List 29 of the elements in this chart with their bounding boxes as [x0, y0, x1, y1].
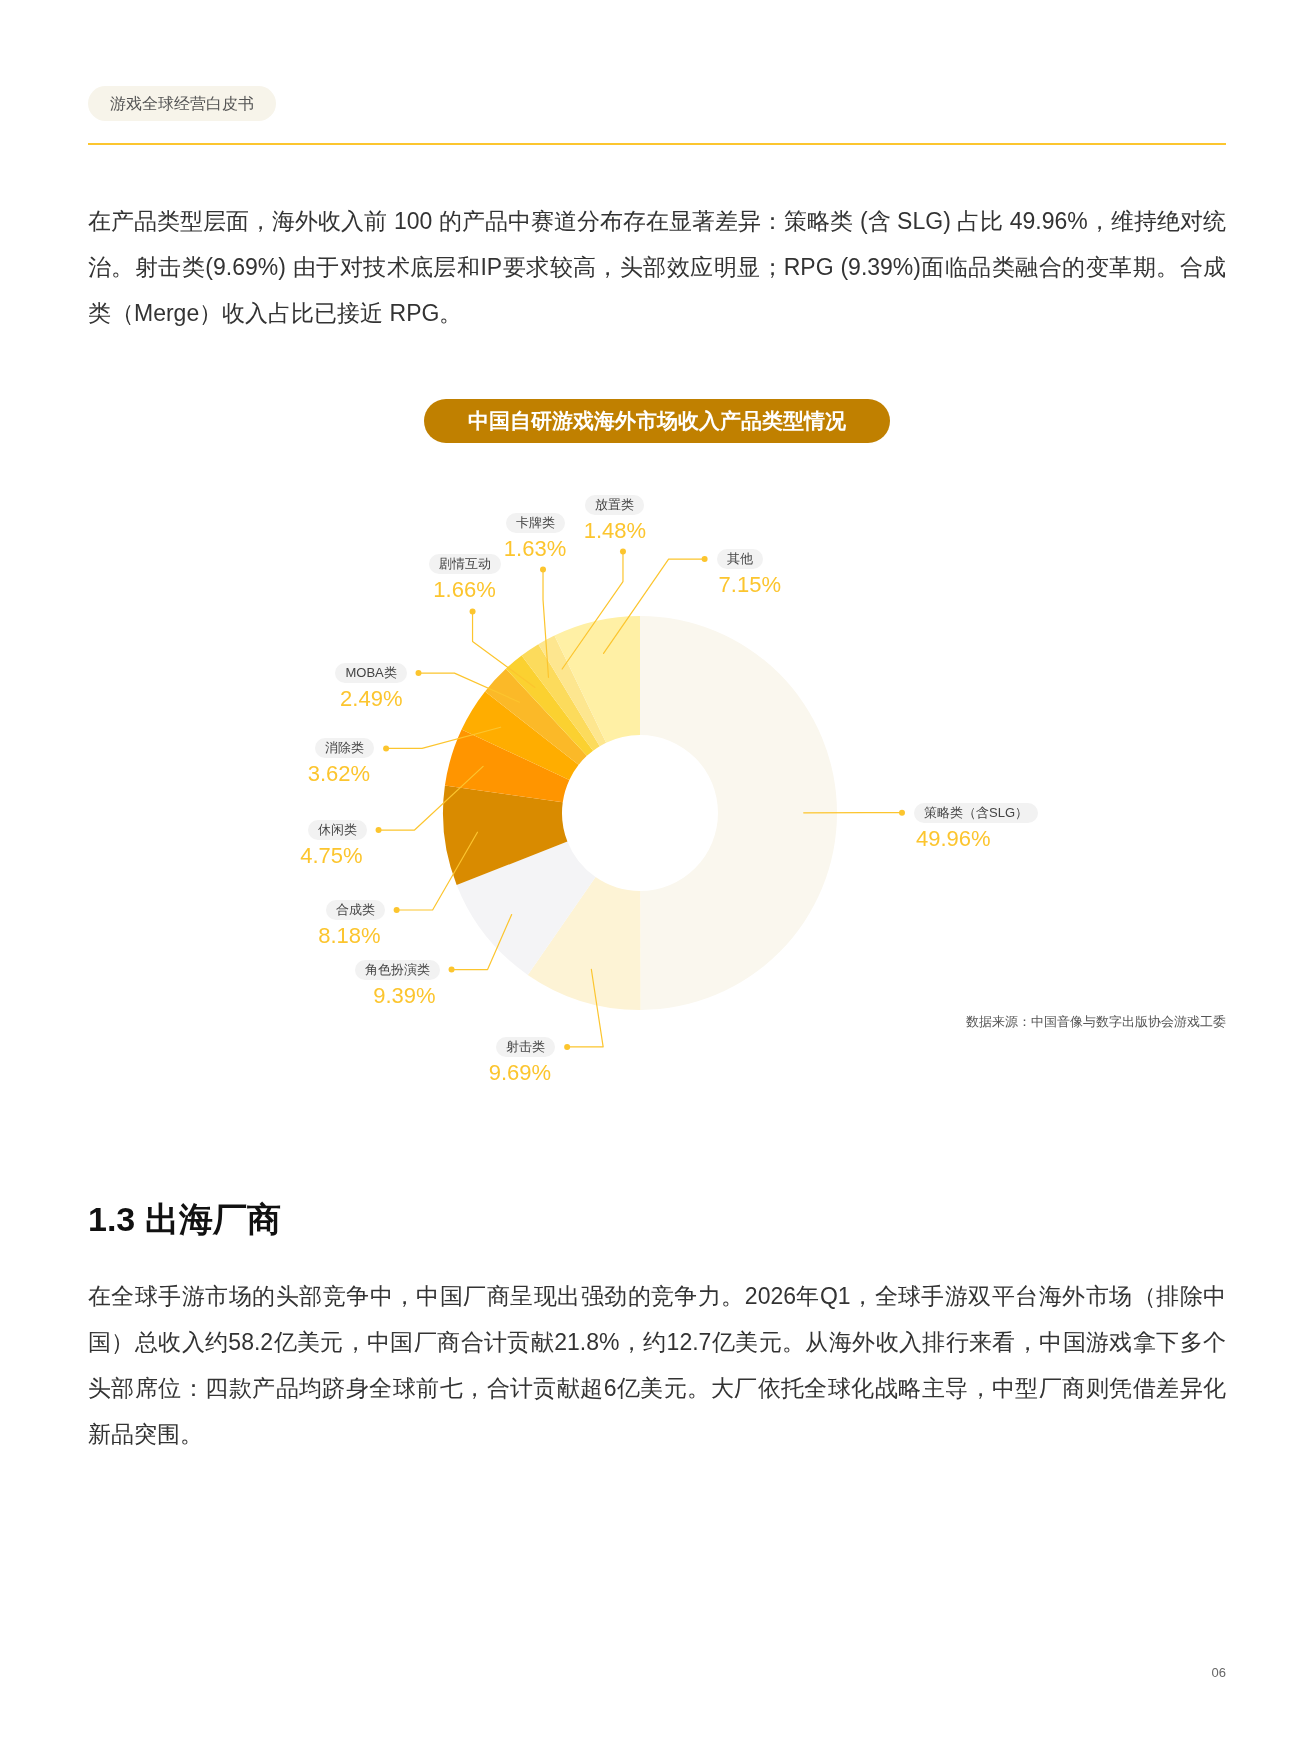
- data-label: 2.49%: [340, 686, 403, 712]
- slice-label: 放置类: [585, 494, 645, 515]
- data-label: 9.69%: [488, 1059, 552, 1085]
- slice-label: 角色扮演类: [354, 959, 440, 980]
- slice-label: 射击类: [496, 1036, 556, 1057]
- data-label: 3.62%: [307, 761, 371, 787]
- paragraph: 在全球手游市场的头部竞争中，中国厂商呈现出强劲的竞争力。2026年Q1，全球手游双平台海外市场（排除中国）总收入约58.2亿美元，中国厂商合计贡献21.8%，约12.7亿美元。从海外收入排行来看，中国游戏拿下多个头部席位：四款产品均跻身全球前七，合计贡献超6亿美元。大厂依托全球化战略主导，中型厂商则凭借差异化新品突围。: [88, 1282, 1226, 1449]
- slice-label: MOBA类: [335, 663, 407, 684]
- data-label: 1.48%: [583, 517, 647, 543]
- data-label: 9.39%: [373, 982, 436, 1008]
- page-number: 06: [1211, 1664, 1226, 1682]
- slice-label: 其他: [716, 549, 763, 570]
- source-note: 数据来源：中国音像与数字出版协会游戏工委: [966, 1013, 1226, 1031]
- data-label: 4.75%: [300, 843, 363, 869]
- chart-title: 中国自研游戏海外市场收入产品类型情况: [424, 399, 890, 443]
- section-heading: 1.3 出海厂商: [88, 1199, 281, 1240]
- data-label: 1.66%: [433, 577, 496, 603]
- header-tag: 游戏全球经营白皮书: [88, 86, 276, 121]
- slice-label: 消除类: [315, 738, 375, 759]
- data-label: 7.15%: [718, 572, 781, 598]
- data-label: 1.63%: [503, 535, 567, 561]
- data-label: 8.18%: [318, 922, 381, 948]
- slice-label: 休闲类: [307, 820, 367, 840]
- slice-label: 合成类: [325, 899, 385, 920]
- slice-label: 卡牌类: [505, 512, 565, 533]
- slice-label: 策略类（含SLG）: [914, 802, 1038, 823]
- paragraph: 在产品类型层面，海外收入前 100 的产品中赛道分布存在显著差异：策略类 (含 SLG) 占比 49.96%，维持绝对统治。射击类(9.69%) 由于对技术底层和IP要求较高，头部效应明显；RPG (9.39%)面临品类融合的变革期。合成类（Merge）收入占比已接近 RPG。: [88, 207, 1226, 328]
- data-label: 49.96%: [916, 825, 991, 851]
- slice-label: 剧情互动: [428, 554, 501, 575]
